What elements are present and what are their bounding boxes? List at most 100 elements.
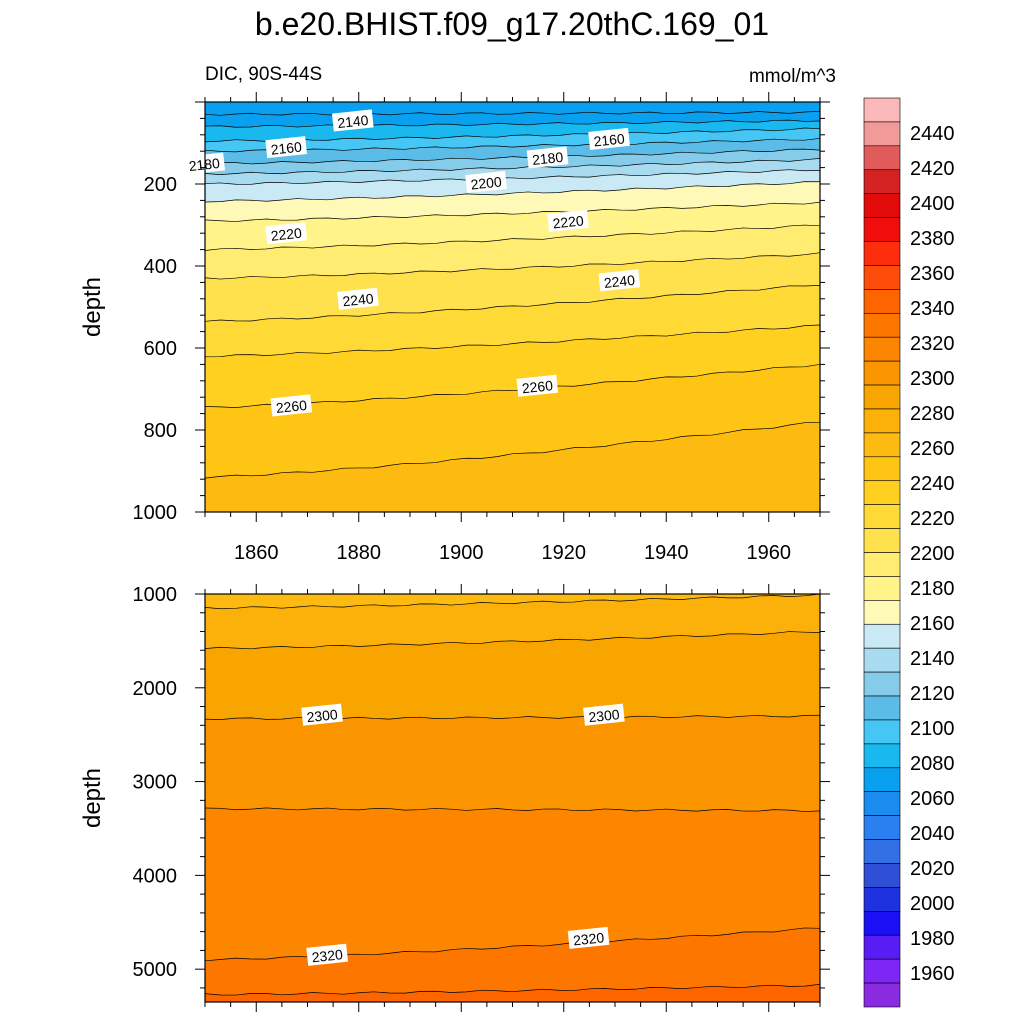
- colorbar-label: 2200: [910, 543, 955, 565]
- colorbar-box: [863, 360, 901, 386]
- colorbar-box: [863, 839, 901, 864]
- colorbar: 2440 2420 2400 2380 2360 2340 2320 2300 2280 2260…: [863, 97, 955, 1008]
- contour-label: 2180: [526, 146, 569, 169]
- colorbar-label: 2440: [910, 123, 955, 145]
- y-tick-label: 800: [144, 420, 177, 442]
- contour-label-box: [270, 394, 313, 417]
- contour-label-text: 2240: [603, 272, 636, 291]
- y-tick-label: 1000: [133, 584, 178, 606]
- colorbar-label: 2400: [910, 193, 955, 215]
- contour-line-2270: [205, 422, 820, 479]
- contour-label-text: 2140: [337, 112, 370, 131]
- colorbar-box: [863, 504, 901, 529]
- colorbar-box: [863, 695, 901, 721]
- x-tick-label: 1920: [542, 542, 587, 564]
- contour-label-box: [265, 222, 308, 245]
- contour-label-box: [465, 170, 507, 194]
- contour-label-box: [265, 136, 308, 159]
- contour-line-2170: [205, 148, 820, 165]
- contour-label-text: 2300: [588, 706, 621, 725]
- upper-plot-area: [205, 102, 820, 512]
- contour-line-2330: [205, 983, 820, 996]
- contour-label: 2220: [265, 222, 308, 245]
- y-tick-label: 3000: [133, 772, 178, 794]
- contour-line-2180: [205, 158, 820, 175]
- contour-line-2310: [205, 807, 820, 812]
- colorbar-box: [863, 958, 901, 984]
- upper-fill-band: [205, 149, 820, 175]
- contour-label: 2240: [337, 287, 379, 310]
- colorbar-label: 2160: [910, 613, 955, 635]
- contour-label-text: 2320: [572, 929, 605, 948]
- contour-label-box: [526, 146, 569, 169]
- contour-line-2220: [205, 224, 820, 251]
- contour-label-text: 2180: [531, 149, 564, 168]
- contour-label-box: [183, 152, 226, 175]
- contour-label-box: [331, 109, 374, 132]
- contour-label-text: 2240: [342, 290, 375, 309]
- x-tick-label: 1960: [747, 542, 792, 564]
- colorbar-box: [863, 815, 901, 840]
- colorbar-box: [863, 217, 901, 242]
- colorbar-label: 2240: [910, 473, 955, 495]
- colorbar-label: 2120: [910, 683, 955, 705]
- colorbar-label: 2140: [910, 648, 955, 670]
- contour-label-text: 2160: [593, 130, 626, 149]
- contour-label-text: 2220: [270, 225, 303, 244]
- lower-fill-band: [205, 594, 820, 649]
- contour-label-text: 2180: [188, 155, 221, 174]
- lower-fill-band: [205, 927, 820, 996]
- colorbar-label: 2020: [910, 858, 955, 880]
- contour-label-box: [547, 209, 589, 232]
- contour-label-text: 2160: [270, 139, 303, 158]
- contour-line-2290: [205, 631, 820, 650]
- colorbar-label: 1980: [910, 928, 955, 950]
- contour-line-2250: [205, 324, 820, 358]
- colorbar-label: 2000: [910, 893, 955, 915]
- contour-label: 2260: [516, 374, 559, 397]
- contour-label-text: 2320: [311, 946, 344, 965]
- colorbar-label: 1960: [910, 963, 955, 985]
- y-axis-label: depth: [79, 277, 106, 337]
- contour-label-box: [516, 374, 559, 397]
- upper-fill-band: [205, 364, 820, 479]
- colorbar-box: [863, 432, 901, 458]
- colorbar-box: [863, 480, 901, 505]
- contour-label: 2180: [183, 152, 226, 175]
- contour-label: 2300: [301, 703, 343, 726]
- contour-line-2190: [205, 169, 820, 185]
- contour-label-box: [337, 287, 379, 310]
- upper-panel: 2140 2160 2160 2180 2180 2200 2220 2220 2240 2240…: [79, 92, 830, 564]
- contour-label: 2240: [598, 269, 641, 292]
- lower-panel: 2300 2300 2320 2320 1000 2000 3000 4000 5000 dept…: [79, 584, 830, 1012]
- colorbar-box: [863, 336, 901, 362]
- contour-label: 2140: [331, 109, 374, 132]
- colorbar-box: [863, 576, 901, 601]
- variable-region-label: DIC, 90S-44S: [205, 64, 323, 85]
- x-tick-label: 1900: [439, 542, 484, 564]
- upper-fill-band: [205, 158, 820, 185]
- colorbar-label: 2220: [910, 508, 955, 530]
- colorbar-box: [863, 600, 901, 625]
- contour-line-2230: [205, 252, 820, 280]
- contour-line-2280: [205, 594, 820, 610]
- colorbar-box: [863, 911, 901, 936]
- x-tick-label: 1880: [337, 542, 382, 564]
- colorbar-box: [863, 289, 901, 314]
- contour-label: 2160: [265, 136, 308, 159]
- upper-fill-band: [205, 169, 820, 203]
- contour-label-box: [301, 703, 343, 726]
- colorbar-box: [863, 743, 901, 769]
- contour-line-2200: [205, 181, 820, 203]
- colorbar-label: 2420: [910, 158, 955, 180]
- contour-line-2160: [205, 137, 820, 153]
- y-axis-label: depth: [79, 768, 106, 828]
- y-tick-label: 2000: [133, 678, 178, 700]
- colorbar-label: 2300: [910, 368, 955, 390]
- colorbar-label: 2280: [910, 403, 955, 425]
- colorbar-box: [863, 193, 901, 218]
- contour-label-text: 2260: [275, 397, 308, 416]
- contour-label-box: [588, 127, 630, 150]
- colorbar-box: [863, 408, 901, 434]
- colorbar-label: 2380: [910, 228, 955, 250]
